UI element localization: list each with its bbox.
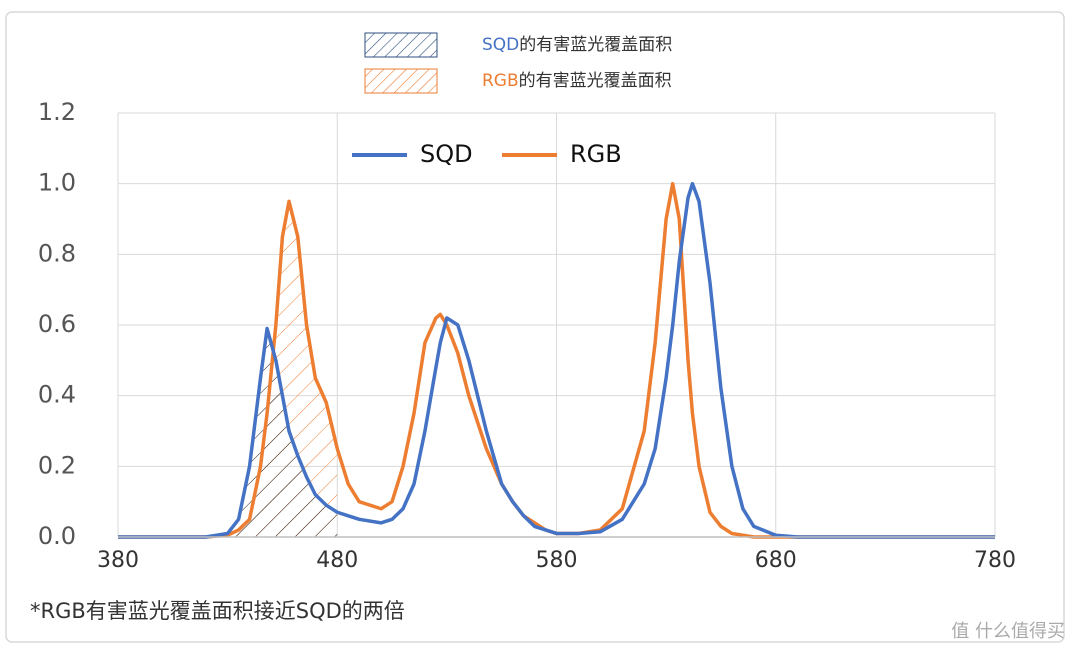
- y-tick-label: 0.4: [38, 381, 76, 409]
- legend-swatch: [364, 32, 438, 58]
- legend-label: RGB: [570, 140, 622, 168]
- y-tick-label: 1.2: [38, 98, 76, 126]
- legend-swatch: [364, 68, 438, 94]
- legend-name: SQD: [482, 35, 519, 55]
- frame: [5, 11, 1065, 643]
- hatch-area: [227, 201, 338, 538]
- x-tick-label: 780: [974, 548, 1016, 573]
- series-line: [118, 181, 995, 539]
- legend-text: 的有害蓝光覆盖面积: [519, 71, 672, 91]
- legend-label: SQD的有害蓝光覆盖面积: [482, 35, 672, 55]
- y-tick-label: 0.8: [38, 239, 76, 267]
- y-tick-label: 0.0: [38, 522, 76, 550]
- x-tick-label: 580: [536, 548, 578, 573]
- y-tick-label: 1.0: [38, 169, 76, 197]
- legend-text: 的有害蓝光覆盖面积: [519, 35, 672, 55]
- y-tick-label: 0.6: [38, 310, 76, 338]
- x-tick-label: 680: [755, 548, 797, 573]
- y-tick-label: 0.2: [38, 451, 76, 479]
- legend-label: RGB的有害蓝光覆盖面积: [482, 71, 672, 91]
- footnote: *RGB有害蓝光覆盖面积接近SQD的两倍: [30, 599, 405, 623]
- watermark: 值 什么值得买: [951, 621, 1065, 642]
- legend-label: SQD: [420, 140, 473, 168]
- x-tick-label: 480: [316, 548, 358, 573]
- x-tick-label: 380: [97, 548, 139, 573]
- legend-name: RGB: [482, 71, 519, 91]
- series-line: [118, 181, 995, 539]
